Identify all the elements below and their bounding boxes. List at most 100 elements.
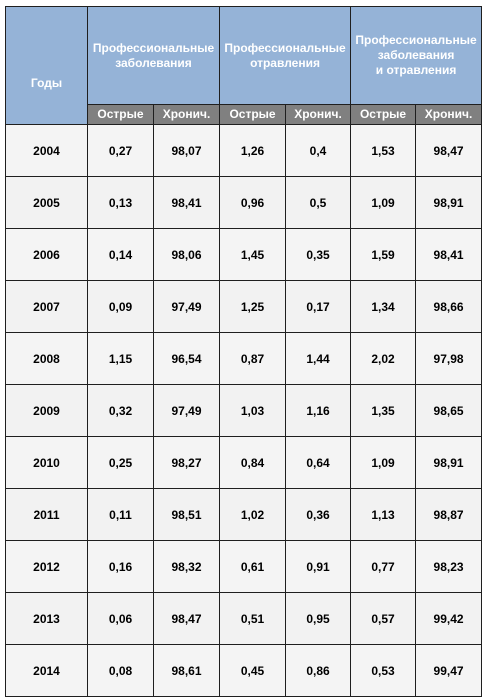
value-cell: 0,77 — [350, 540, 417, 593]
value-cell: 98,65 — [415, 384, 483, 437]
table-row: 2005 0,13 98,41 0,96 0,5 1,09 98,91 — [5, 176, 483, 229]
year-cell: 2011 — [5, 488, 88, 541]
value-cell: 98,91 — [415, 436, 483, 489]
value-cell: 0,35 — [285, 228, 352, 281]
subheader-cell: Острые — [219, 104, 287, 125]
header-years: Годы — [5, 6, 88, 125]
header-row: Годы Профессиональные заболевания Профес… — [5, 6, 483, 125]
table-row: 2010 0,25 98,27 0,84 0,64 1,09 98,91 — [5, 436, 483, 489]
table-row: 2012 0,16 98,32 0,61 0,91 0,77 98,23 — [5, 540, 483, 593]
year-cell: 2009 — [5, 384, 88, 437]
value-cell: 98,07 — [152, 124, 221, 177]
value-cell: 1,44 — [285, 332, 352, 385]
value-cell: 0,09 — [87, 280, 154, 333]
table-row: 2014 0,08 98,61 0,45 0,86 0,53 99,47 — [5, 644, 483, 697]
header-group-diseases-label: Профессиональные заболевания — [92, 40, 215, 70]
value-cell: 97,49 — [152, 280, 221, 333]
value-cell: 98,47 — [415, 124, 483, 177]
value-cell: 0,11 — [87, 488, 154, 541]
value-cell: 98,06 — [152, 228, 221, 281]
header-years-label: Годы — [30, 76, 63, 90]
value-cell: 98,66 — [415, 280, 483, 333]
value-cell: 1,59 — [350, 228, 417, 281]
value-cell: 0,5 — [285, 176, 352, 229]
value-cell: 0,91 — [285, 540, 352, 593]
value-cell: 96,54 — [152, 332, 221, 385]
value-cell: 0,45 — [219, 644, 287, 697]
value-cell: 0,25 — [87, 436, 154, 489]
header-group-poisonings: Профессиональные отравления — [219, 6, 352, 105]
subheader-cell: Хронич. — [152, 104, 221, 125]
occupational-diseases-table: Годы Профессиональные заболевания Профес… — [5, 6, 483, 697]
value-cell: 0,61 — [219, 540, 287, 593]
value-cell: 1,35 — [350, 384, 417, 437]
subheader-cell: Хронич. — [415, 104, 483, 125]
value-cell: 0,4 — [285, 124, 352, 177]
value-cell: 0,06 — [87, 592, 154, 645]
value-cell: 0,16 — [87, 540, 154, 593]
value-cell: 0,53 — [350, 644, 417, 697]
year-cell: 2012 — [5, 540, 88, 593]
value-cell: 97,49 — [152, 384, 221, 437]
table-row: 2013 0,06 98,47 0,51 0,95 0,57 99,42 — [5, 592, 483, 645]
value-cell: 98,51 — [152, 488, 221, 541]
table-body: 2004 0,27 98,07 1,26 0,4 1,53 98,47 2005 0,13 98,… — [5, 124, 483, 697]
value-cell: 1,09 — [350, 176, 417, 229]
header-group-diseases: Профессиональные заболевания — [86, 6, 221, 105]
year-cell: 2008 — [5, 332, 88, 385]
value-cell: 1,26 — [219, 124, 287, 177]
value-cell: 98,23 — [415, 540, 483, 593]
subheader-row: Острые Хронич. Острые Хронич. Острые Хро… — [6, 104, 483, 125]
value-cell: 1,25 — [219, 280, 287, 333]
value-cell: 98,41 — [415, 228, 483, 281]
value-cell: 0,27 — [87, 124, 154, 177]
value-cell: 1,53 — [350, 124, 417, 177]
value-cell: 0,32 — [87, 384, 154, 437]
value-cell: 0,84 — [219, 436, 287, 489]
header-group-poisonings-label: Профессиональные отравления — [224, 40, 346, 70]
value-cell: 98,91 — [415, 176, 483, 229]
table-container: Годы Профессиональные заболевания Профес… — [5, 6, 483, 697]
value-cell: 0,64 — [285, 436, 352, 489]
value-cell: 98,41 — [152, 176, 221, 229]
value-cell: 0,57 — [350, 592, 417, 645]
value-cell: 0,87 — [219, 332, 287, 385]
value-cell: 1,03 — [219, 384, 287, 437]
table-row: 2004 0,27 98,07 1,26 0,4 1,53 98,47 — [5, 124, 483, 177]
value-cell: 99,47 — [415, 644, 483, 697]
value-cell: 1,09 — [350, 436, 417, 489]
value-cell: 0,14 — [87, 228, 154, 281]
year-cell: 2007 — [5, 280, 88, 333]
table-row: 2007 0,09 97,49 1,25 0,17 1,34 98,66 — [5, 280, 483, 333]
table-row: 2006 0,14 98,06 1,45 0,35 1,59 98,41 — [5, 228, 483, 281]
table-row: 2008 1,15 96,54 0,87 1,44 2,02 97,98 — [5, 332, 483, 385]
value-cell: 1,16 — [285, 384, 352, 437]
header-group-combined-label: Профессиональные заболевания и отравлени… — [355, 33, 477, 77]
value-cell: 1,15 — [87, 332, 154, 385]
header-group-combined: Профессиональные заболевания и отравлени… — [350, 6, 483, 105]
value-cell: 1,13 — [350, 488, 417, 541]
value-cell: 0,96 — [219, 176, 287, 229]
value-cell: 97,98 — [415, 332, 483, 385]
value-cell: 1,34 — [350, 280, 417, 333]
value-cell: 0,08 — [87, 644, 154, 697]
value-cell: 99,42 — [415, 592, 483, 645]
year-cell: 2010 — [5, 436, 88, 489]
value-cell: 1,02 — [219, 488, 287, 541]
value-cell: 0,95 — [285, 592, 352, 645]
value-cell: 98,32 — [152, 540, 221, 593]
year-cell: 2005 — [5, 176, 88, 229]
value-cell: 98,27 — [152, 436, 221, 489]
subheader-cell: Хронич. — [285, 104, 352, 125]
year-cell: 2004 — [5, 124, 88, 177]
value-cell: 98,47 — [152, 592, 221, 645]
year-cell: 2006 — [5, 228, 88, 281]
value-cell: 0,13 — [87, 176, 154, 229]
value-cell: 0,17 — [285, 280, 352, 333]
value-cell: 98,61 — [152, 644, 221, 697]
value-cell: 1,45 — [219, 228, 287, 281]
value-cell: 98,87 — [415, 488, 483, 541]
value-cell: 0,86 — [285, 644, 352, 697]
value-cell: 2,02 — [350, 332, 417, 385]
table-row: 2009 0,32 97,49 1,03 1,16 1,35 98,65 — [5, 384, 483, 437]
